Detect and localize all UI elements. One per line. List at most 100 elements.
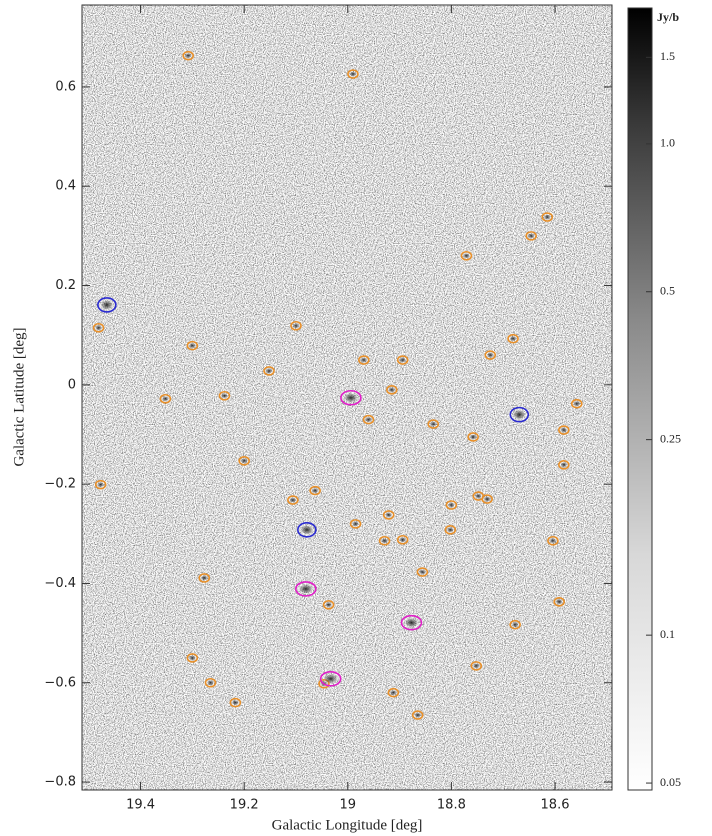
source-core	[360, 357, 367, 363]
source-core	[484, 496, 491, 502]
source-core	[299, 584, 312, 594]
source-core	[463, 253, 470, 259]
x-axis-title: Galactic Longitude [deg]	[272, 817, 423, 833]
source-core	[414, 712, 421, 718]
source-core	[405, 618, 418, 627]
source-ellipse	[570, 398, 583, 409]
source-core	[556, 599, 563, 605]
source-core	[390, 690, 397, 696]
source-core	[221, 393, 228, 399]
source-ellipse	[481, 494, 493, 504]
source-core	[289, 497, 296, 503]
source-ellipse	[349, 519, 362, 529]
y-tick-label: −0.6	[44, 675, 76, 690]
source-core	[324, 674, 337, 683]
source-core	[266, 368, 273, 374]
source-ellipse	[509, 619, 521, 630]
source-core	[419, 569, 426, 575]
source-ellipse	[558, 459, 570, 470]
source-core	[573, 401, 580, 407]
source-core	[430, 421, 437, 427]
y-tick-label: 0.2	[55, 278, 76, 293]
source-ellipse	[297, 522, 317, 538]
source-ellipse	[382, 510, 395, 520]
source-core	[560, 427, 567, 433]
source-core	[189, 655, 196, 661]
source-core	[473, 663, 480, 669]
source-ellipse	[238, 456, 250, 466]
y-tick-label: 0.6	[55, 79, 76, 94]
source-ellipse	[553, 597, 565, 607]
x-tick-label: 18.8	[437, 798, 466, 813]
source-ellipse	[97, 297, 117, 313]
source-ellipse	[362, 414, 375, 425]
source-ellipse	[460, 250, 473, 261]
source-ellipse	[547, 535, 559, 546]
colorbar-tick-label: 0.25	[660, 431, 681, 445]
y-tick-label: −0.2	[44, 477, 76, 492]
source-ellipse	[445, 500, 458, 510]
source-core	[292, 323, 299, 329]
source-core	[381, 538, 388, 544]
source-core	[528, 233, 535, 239]
source-ellipse	[358, 355, 370, 365]
source-core	[301, 525, 313, 535]
source-ellipse	[396, 534, 409, 545]
source-core	[325, 602, 332, 608]
source-ellipse	[340, 389, 362, 406]
y-tick-label: −0.4	[44, 576, 76, 591]
y-tick-label: 0.4	[55, 179, 76, 194]
source-ellipse	[319, 670, 342, 687]
source-core	[385, 512, 392, 518]
x-tick-label: 19.4	[126, 798, 155, 813]
source-ellipse	[467, 432, 479, 442]
y-tick-label: −0.8	[44, 775, 76, 790]
source-ellipse	[427, 419, 440, 429]
plot-frame	[81, 4, 613, 791]
source-core	[344, 393, 357, 402]
y-axis-title: Galactic Latitude [deg]	[11, 327, 27, 466]
source-core	[101, 300, 113, 310]
source-ellipse	[400, 614, 423, 631]
source-core	[475, 493, 482, 499]
source-ellipse	[204, 677, 217, 688]
source-core	[189, 343, 196, 349]
source-ellipse	[507, 333, 519, 344]
source-core	[185, 53, 192, 59]
source-core	[560, 462, 567, 468]
source-core	[241, 458, 248, 464]
source-ellipse	[198, 573, 211, 583]
colorbar	[627, 7, 653, 791]
source-ellipse	[290, 320, 302, 331]
source-ellipse	[386, 385, 398, 395]
source-core	[95, 325, 102, 331]
colorbar-tick-label: 1.5	[660, 49, 675, 63]
colorbar-tick-label: 0.1	[660, 627, 675, 641]
source-ellipse	[186, 340, 199, 351]
source-ellipse	[159, 393, 172, 404]
source-ellipse	[525, 231, 537, 241]
source-core	[399, 537, 406, 543]
source-core	[487, 352, 494, 358]
source-core	[448, 502, 455, 508]
source-ellipse	[484, 350, 497, 360]
source-core	[470, 434, 477, 440]
source-core	[512, 622, 519, 628]
source-ellipse	[470, 661, 483, 671]
source-ellipse	[509, 406, 530, 423]
source-ellipse	[444, 525, 457, 535]
x-tick-label: 18.6	[541, 798, 570, 813]
source-core	[549, 538, 556, 544]
source-core	[510, 336, 517, 342]
source-ellipse	[416, 567, 429, 577]
source-ellipse	[287, 495, 299, 505]
source-ellipse	[347, 69, 359, 79]
source-ellipse	[182, 50, 195, 61]
source-core	[312, 488, 319, 493]
source-core	[201, 575, 208, 581]
source-ellipse	[218, 390, 231, 401]
source-core	[399, 357, 406, 363]
source-core	[349, 71, 356, 77]
colorbar-tick-label: 0.05	[660, 775, 681, 789]
